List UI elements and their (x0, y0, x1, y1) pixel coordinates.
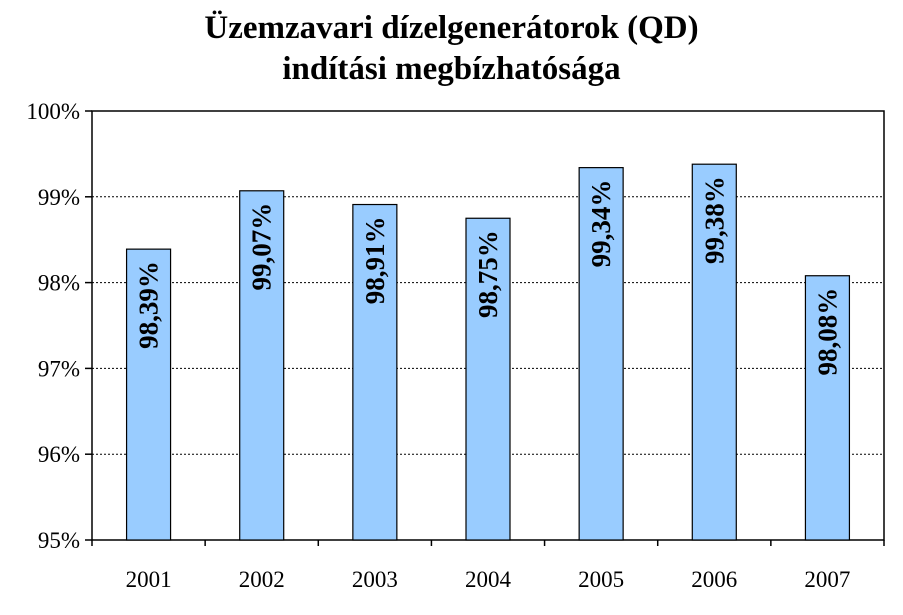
bar-2002 (239, 190, 285, 541)
x-tick-label-2007: 2007 (804, 567, 850, 592)
bar-2003 (352, 203, 398, 541)
data-label-2006: 99,38% (699, 176, 729, 264)
x-tick-label-2001: 2001 (126, 567, 172, 592)
y-tick-label: 97% (38, 356, 80, 381)
x-tick-label-2004: 2004 (465, 567, 512, 592)
y-tick-label: 95% (38, 528, 80, 553)
data-label-2004: 98,75% (473, 230, 503, 318)
x-tick-label-2006: 2006 (691, 567, 737, 592)
data-label-2001: 98,39% (134, 261, 164, 349)
x-axis-tick-labels: 2001 2002 2003 2004 2005 2006 2007 (91, 540, 885, 592)
chart-title-line-2: indítási megbízhatósága (282, 51, 621, 87)
bar-2004 (465, 217, 511, 541)
y-tick-label: 98% (38, 271, 80, 296)
x-tick-label-2002: 2002 (239, 567, 285, 592)
bar-2006 (691, 163, 737, 541)
bar-2005 (578, 167, 624, 541)
bar-2001 (125, 248, 172, 541)
y-tick-label: 96% (38, 442, 80, 467)
x-tick-label-2003: 2003 (352, 567, 398, 592)
data-label-2003: 98,91% (360, 217, 390, 305)
y-tick-label: 99% (38, 185, 80, 210)
y-axis-tick-labels: 100% 99% 98% 97% 96% 95% (26, 99, 92, 553)
y-tick-label: 100% (26, 99, 80, 124)
chart-title: Üzemzavari dízelgenerátorok (QD) indítás… (0, 8, 903, 90)
data-label-2005: 99,34% (586, 180, 616, 268)
bars (125, 163, 851, 541)
data-label-2002: 99,07% (247, 203, 277, 291)
bar-2007 (804, 275, 851, 541)
x-tick-label-2005: 2005 (578, 567, 624, 592)
data-label-2007: 98,08% (812, 288, 842, 376)
data-labels: 98,39% 99,07% 98,91% 98,75% 99,34% 99,38% 98,0… (134, 176, 843, 375)
chart-title-line-1: Üzemzavari dízelgenerátorok (QD) (204, 10, 699, 46)
